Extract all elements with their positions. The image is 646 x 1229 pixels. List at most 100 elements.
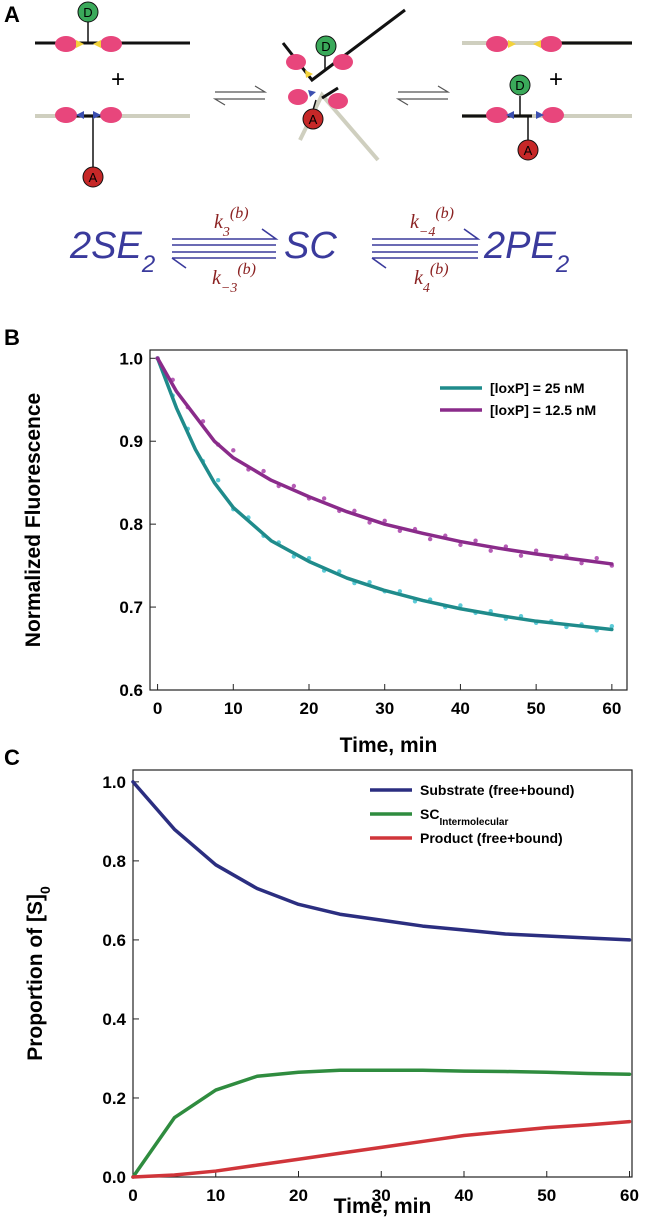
site bbox=[508, 40, 516, 48]
acceptor-label: A bbox=[89, 170, 98, 185]
x-tick-label: 60 bbox=[602, 699, 621, 718]
panel-label: C bbox=[4, 745, 20, 770]
data-point bbox=[291, 483, 297, 489]
species-subscript: 2 bbox=[555, 251, 569, 278]
linker bbox=[312, 99, 317, 111]
dna bbox=[321, 86, 339, 100]
species: 2PE2 bbox=[483, 225, 569, 278]
rate-constant: k3(b) bbox=[214, 205, 249, 240]
site bbox=[305, 70, 313, 78]
plus: + bbox=[549, 66, 563, 93]
site bbox=[76, 40, 84, 48]
legend-label: [loxP] = 25 nM bbox=[490, 380, 585, 396]
y-tick-label: 1.0 bbox=[119, 349, 143, 368]
data-point bbox=[382, 518, 387, 524]
data-point bbox=[367, 520, 372, 525]
x-tick-label: 10 bbox=[224, 699, 243, 718]
series-line bbox=[131, 780, 632, 942]
arrow bbox=[212, 98, 265, 106]
site bbox=[533, 40, 541, 48]
rate-constant: k−3(b) bbox=[212, 261, 256, 296]
k-sub: −4 bbox=[419, 225, 435, 240]
legend-subscript: Intermolecular bbox=[439, 817, 508, 828]
plus: + bbox=[111, 66, 125, 93]
rate-constant: k−4(b) bbox=[410, 205, 454, 240]
arrow bbox=[171, 251, 276, 269]
legend-name: [loxP] = 25 nM bbox=[490, 380, 585, 396]
x-tick-label: 40 bbox=[455, 1186, 474, 1205]
k-sup: (b) bbox=[230, 205, 249, 222]
species: SC bbox=[284, 225, 337, 267]
protein bbox=[288, 89, 308, 105]
arrow bbox=[372, 228, 481, 246]
y-axis-label-subscript: 0 bbox=[37, 886, 53, 894]
data-point bbox=[533, 548, 539, 553]
x-tick-label: 0 bbox=[128, 1186, 137, 1205]
x-tick-label: 30 bbox=[375, 699, 394, 718]
y-tick-label: 0.6 bbox=[119, 681, 143, 700]
y-axis-label: Normalized Fluorescence bbox=[22, 393, 45, 647]
protein bbox=[100, 107, 122, 123]
y-tick-label: 0.9 bbox=[119, 432, 143, 451]
site bbox=[308, 90, 316, 97]
x-tick-label: 60 bbox=[620, 1186, 639, 1205]
species-subscript: 2 bbox=[141, 251, 155, 278]
legend-name: Substrate (free+bound) bbox=[420, 782, 574, 798]
protein bbox=[542, 107, 564, 123]
data-point bbox=[609, 623, 615, 629]
site bbox=[506, 111, 514, 119]
legend-name: [loxP] = 12.5 nM bbox=[490, 402, 596, 418]
data-point bbox=[458, 603, 463, 608]
y-tick-label: 0.0 bbox=[102, 1168, 126, 1187]
k: k bbox=[414, 267, 424, 289]
arrow bbox=[398, 85, 451, 93]
x-tick-label: 20 bbox=[289, 1186, 308, 1205]
data-point bbox=[488, 548, 493, 553]
protein bbox=[328, 93, 348, 109]
protein bbox=[55, 107, 77, 123]
site bbox=[76, 111, 84, 119]
data-point bbox=[458, 542, 463, 548]
species: 2SE2 bbox=[69, 225, 155, 278]
y-tick-label: 0.2 bbox=[102, 1089, 126, 1108]
y-axis-label-text: Proportion of [S] bbox=[24, 894, 47, 1061]
k-sup: (b) bbox=[435, 205, 454, 222]
series-line bbox=[131, 1068, 632, 1179]
y-tick-label: 0.4 bbox=[102, 1010, 126, 1029]
protein bbox=[286, 54, 306, 70]
x-tick-label: 10 bbox=[206, 1186, 225, 1205]
protein bbox=[540, 36, 562, 52]
x-tick-label: 50 bbox=[527, 699, 546, 718]
y-tick-label: 0.8 bbox=[102, 852, 126, 871]
data-point bbox=[367, 579, 372, 585]
donor bbox=[509, 74, 531, 96]
data-point bbox=[594, 555, 599, 561]
y-tick-label: 0.7 bbox=[119, 598, 143, 617]
series-line bbox=[131, 1119, 632, 1179]
protein bbox=[333, 54, 353, 70]
acceptor-label: A bbox=[309, 112, 318, 127]
k-sub: 4 bbox=[423, 281, 430, 296]
acceptor bbox=[82, 166, 104, 188]
data-point bbox=[261, 468, 266, 474]
k: k bbox=[410, 211, 420, 233]
k: k bbox=[212, 267, 222, 289]
data-point bbox=[579, 560, 584, 566]
data-point bbox=[231, 448, 236, 453]
arrow bbox=[371, 251, 478, 269]
site bbox=[93, 40, 101, 48]
legend-name: SC bbox=[420, 806, 439, 822]
y-tick-label: 0.6 bbox=[102, 931, 126, 950]
x-tick-label: 50 bbox=[537, 1186, 556, 1205]
chart: 0.0 0.2 0.4 0.6 0.8 1.0 0 10 20 30 40 50 60 Time, min… bbox=[24, 769, 639, 1218]
protein bbox=[486, 107, 508, 123]
arrow bbox=[395, 98, 448, 106]
legend-label: SCIntermolecular bbox=[420, 806, 508, 828]
donor bbox=[77, 1, 99, 23]
legend-label: Substrate (free+bound) bbox=[420, 782, 574, 798]
k-sup: (b) bbox=[430, 261, 449, 278]
legend-label: [loxP] = 12.5 nM bbox=[490, 402, 596, 418]
reaction-diagram: A D + A D bbox=[4, 1, 632, 296]
data-point bbox=[321, 496, 327, 501]
data-point bbox=[518, 553, 524, 558]
